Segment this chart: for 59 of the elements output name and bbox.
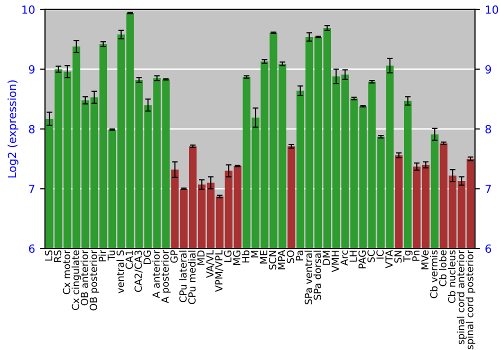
x-tick-label: PAG (358, 250, 366, 268)
x-tick-label: Pn (412, 250, 420, 261)
x-tick-label: spinal cord posterior (466, 250, 476, 350)
y2-tick-label: 7 (486, 184, 491, 193)
x-tick-label: Cb lobe (438, 250, 446, 286)
x-tick-label: GP (170, 250, 178, 263)
y2-tick-label: 6 (486, 244, 492, 253)
y-tick-label: 9 (28, 65, 34, 74)
x-tick-label: SCN (268, 250, 276, 270)
x-tick-label: VTA (385, 250, 393, 268)
x-tick-label: SPa dorsal (314, 250, 322, 300)
x-tick-label: DG (143, 250, 151, 264)
x-tick-label: OB anterior (80, 250, 88, 306)
x-tick-label: SC (367, 250, 375, 262)
x-tick-label: RS (54, 250, 62, 262)
x-tick-label: CA1 (126, 250, 133, 269)
x-tick-label: Cb vermis (430, 250, 438, 298)
y-tick-label: 7 (29, 184, 34, 193)
x-tick-label: SO (286, 250, 294, 264)
x-tick-label: M (251, 250, 258, 258)
x-tick-label: VPM/VPL (215, 250, 224, 292)
x-tick-label: LG (224, 250, 232, 262)
y2-tick-label: 8 (485, 124, 492, 134)
x-tick-label: ventral S (116, 250, 124, 294)
x-tick-label: DM (322, 250, 330, 265)
y2-tick-label: 10 (486, 5, 498, 14)
x-tick-label: Tg (403, 250, 413, 262)
x-tick-label: Pa (296, 250, 304, 260)
y-tick-label: 6 (28, 244, 35, 253)
x-tick-label: SPa ventral (304, 250, 312, 304)
y-axis-title: Log2 (expression) (8, 80, 18, 178)
x-tick-label: Cx motor (62, 250, 70, 294)
y2-tick-label: 9 (485, 65, 492, 74)
x-tick-label: IC (376, 250, 384, 259)
x-tick-label: Pir (98, 250, 106, 262)
x-tick-label: Arc (340, 250, 348, 266)
x-tick-label: A posterior (161, 250, 171, 304)
x-tick-label: A anterior (152, 250, 160, 298)
x-tick-label: MD (197, 250, 204, 265)
x-tick-label: Tu (108, 250, 116, 261)
x-tick-label: LS (44, 250, 52, 261)
x-tick-label: Cx cingulate (72, 250, 82, 310)
x-tick-label: ME (260, 250, 268, 264)
x-tick-label: CPu medial (188, 250, 196, 304)
x-tick-label: MG (233, 250, 240, 265)
x-tick-label: MVe (421, 250, 429, 270)
x-tick-label: Hb (242, 250, 250, 262)
x-tick-label: spinal cord anterior (456, 250, 466, 344)
x-tick-label: MPA (278, 250, 286, 270)
x-tick-label: SN (394, 250, 402, 263)
y-tick-label: 8 (28, 124, 35, 134)
x-tick-label: CPu lateral (179, 250, 187, 302)
x-tick-label: VMH (332, 250, 339, 272)
y-tick-label: 10 (22, 5, 35, 14)
x-tick-label: CA2/CA3 (134, 250, 143, 292)
x-tick-label: Cb nucleus (448, 250, 456, 303)
x-tick-label: OB posterior (90, 250, 99, 310)
x-tick-label: VA/VL (206, 250, 214, 278)
x-tick-label: LH (350, 250, 357, 262)
